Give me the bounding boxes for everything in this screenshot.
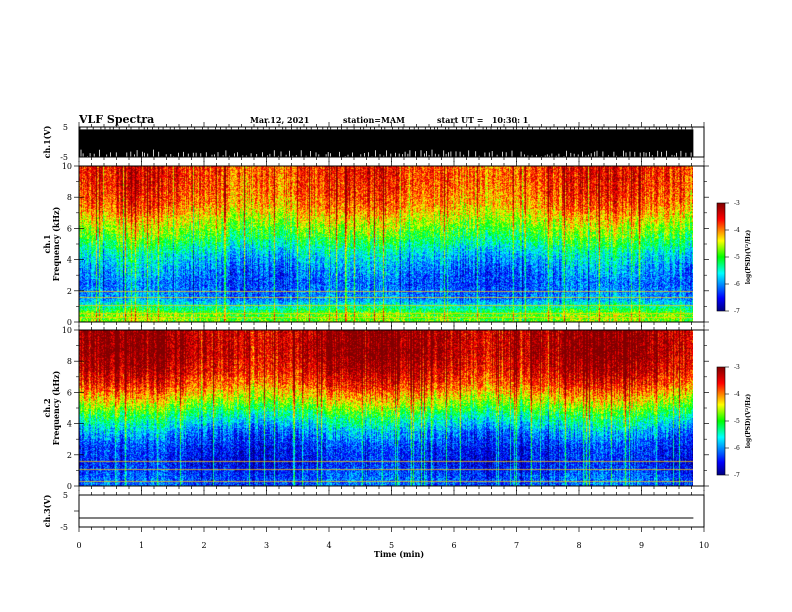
colorbar-ch1: -3 -4 -5 -6 -7 log(PSD)(V²/Hz): [716, 200, 752, 315]
colorbar-ch2-gradient: [716, 366, 726, 476]
colorbar-tick-label: -7: [734, 472, 740, 479]
colorbar-ch1-gradient: [716, 202, 726, 312]
ch1-ytick-top: 5: [63, 123, 68, 132]
y-tick-label: 0: [67, 318, 72, 327]
colorbar-ch2-label: log(PSD)(V²/Hz): [745, 394, 752, 449]
y-tick-label: 0: [67, 482, 72, 491]
x-tick-label: 9: [639, 541, 644, 550]
y-tick-label: 10: [62, 326, 72, 335]
ch3-waveform-panel: 5 -5 ch.3(V): [42, 491, 705, 532]
colorbar-tick-label: -6: [734, 445, 740, 452]
x-tick-label: 0: [76, 541, 81, 550]
colorbar-ch2: -3 -4 -5 -6 -7 log(PSD)(V²/Hz): [716, 364, 752, 479]
ch1-spec-ylabel-channel: ch.1: [42, 234, 52, 253]
ch1-waveform-spikes: [79, 127, 693, 130]
x-tick-label: 4: [326, 541, 331, 550]
colorbar-tick-label: -5: [734, 418, 740, 425]
start-time-label: start UT = 10:30: 1: [437, 115, 528, 125]
colorbar-tick-label: -3: [734, 364, 740, 371]
y-tick-label: 6: [67, 388, 72, 397]
colorbar-tick-label: -3: [734, 200, 740, 207]
x-axis-label: Time (min): [374, 549, 424, 559]
x-tick-label: 5: [389, 541, 394, 550]
colorbar-ch1-label: log(PSD)(V²/Hz): [745, 230, 752, 285]
colorbar-tick-label: -4: [734, 391, 740, 398]
station-label: station=MAM: [343, 115, 405, 125]
ch1-waveform-trace: [79, 127, 694, 157]
y-tick-label: 10: [62, 162, 72, 171]
colorbar-tick-label: -7: [734, 308, 740, 315]
y-tick-label: 8: [67, 357, 72, 366]
ch1-waveform-panel: 5 -5 ch.1(V): [42, 123, 705, 162]
y-tick-label: 8: [67, 193, 72, 202]
ch3-waveform-frame: [78, 494, 705, 528]
x-tick-label: 2: [201, 541, 206, 550]
x-tick-label: 7: [514, 541, 519, 550]
ch3-waveform-trace: [74, 510, 694, 519]
ch1-wave-ylabel: ch.1(V): [42, 125, 52, 158]
ch2-spec-ylabel-channel: ch.2: [42, 398, 52, 417]
x-tick-label: 10: [699, 541, 709, 550]
colorbar-ch1-ticks: -3 -4 -5 -6 -7: [725, 200, 740, 315]
ch3-wave-ylabel: ch.3(V): [42, 494, 52, 527]
chart-title: VLF Spectra: [78, 113, 154, 126]
ch1-spectrogram-panel: 10 8 6 4 2 0 ch.1 Frequency (kHz): [42, 162, 709, 327]
ch2-spec-yticks: 10 8 6 4 2 0: [62, 326, 709, 491]
ch2-spectrogram-panel: 10 8 6 4 2 0 ch.2 Frequency (kHz): [42, 326, 709, 491]
x-axis-ticks: [78, 122, 705, 532]
ch1-spec-yticks: 10 8 6 4 2 0: [62, 162, 709, 327]
y-tick-label: 2: [67, 287, 72, 296]
ch1-spec-ylabel-frequency: Frequency (kHz): [51, 206, 61, 281]
x-tick-label: 1: [139, 541, 144, 550]
x-axis-tick-labels: 0 1 2 3 4 5 6 7 8 9 10: [76, 541, 709, 550]
ch2-spectrogram-image: [79, 330, 693, 486]
colorbar-tick-label: -5: [734, 254, 740, 261]
x-tick-label: 8: [576, 541, 581, 550]
ch1-spectrogram-image: [79, 166, 693, 322]
x-tick-label: 6: [451, 541, 456, 550]
ch3-ytick-top: 5: [63, 491, 68, 500]
ch3-ytick-bottom: -5: [60, 523, 68, 532]
colorbar-ch2-ticks: -3 -4 -5 -6 -7: [725, 364, 740, 479]
colorbar-tick-label: -6: [734, 281, 740, 288]
y-tick-label: 4: [67, 256, 72, 265]
x-tick-label: 3: [264, 541, 269, 550]
ch2-spec-ylabel-frequency: Frequency (kHz): [51, 370, 61, 445]
date-label: Mar.12, 2021: [250, 115, 309, 125]
y-tick-label: 4: [67, 420, 72, 429]
ch1-ytick-bottom: -5: [60, 153, 68, 162]
y-tick-label: 6: [67, 224, 72, 233]
y-tick-label: 2: [67, 451, 72, 460]
colorbar-tick-label: -4: [734, 227, 740, 234]
